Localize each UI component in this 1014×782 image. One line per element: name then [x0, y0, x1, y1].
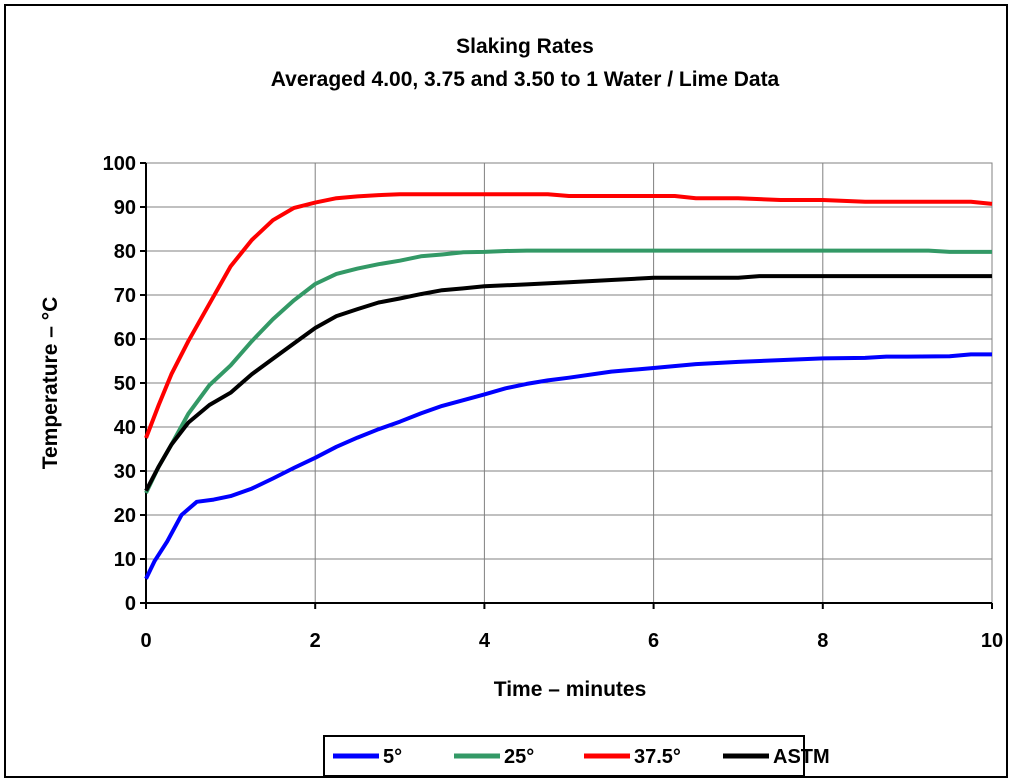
series-line-0	[144, 352, 992, 580]
series-line-1	[144, 248, 992, 494]
x-tick-labels: 0 2 4 6 8 10	[140, 630, 1003, 652]
y-tick-label: 40	[114, 417, 136, 439]
chart-svg: Slaking Rates Averaged 4.00, 3.75 and 3.…	[39, 35, 1003, 776]
x-tick-label: 2	[310, 630, 321, 652]
y-axis-title: Temperature – °C	[39, 297, 62, 470]
axes	[140, 162, 993, 609]
x-axis-title: Time – minutes	[494, 678, 647, 701]
y-tick-label: 10	[114, 549, 136, 571]
y-tick-label: 0	[125, 593, 136, 615]
y-tick-label: 90	[114, 197, 136, 219]
y-tick-label: 100	[103, 153, 136, 175]
series-lines	[144, 192, 993, 580]
legend-label: 25°	[504, 746, 534, 768]
chart-frame: Slaking Rates Averaged 4.00, 3.75 and 3.…	[4, 4, 1008, 778]
y-tick-label: 50	[114, 373, 136, 395]
y-tick-label: 30	[114, 461, 136, 483]
chart-title: Slaking Rates	[456, 35, 594, 58]
legend-label: ASTM	[773, 746, 830, 768]
grid-lines	[146, 162, 993, 603]
y-tick-label: 60	[114, 329, 136, 351]
x-tick-label: 0	[140, 630, 151, 652]
x-tick-label: 10	[981, 630, 1003, 652]
chart-subtitle: Averaged 4.00, 3.75 and 3.50 to 1 Water …	[271, 68, 780, 91]
y-tick-label: 80	[114, 241, 136, 263]
x-tick-label: 4	[479, 630, 491, 652]
y-tick-label: 70	[114, 285, 136, 307]
legend-label: 5°	[383, 746, 402, 768]
y-tick-labels: 0 10 20 30 40 50 60 70 80 90 100	[103, 153, 136, 615]
legend-label: 37.5°	[634, 746, 681, 768]
series-line-2	[144, 192, 993, 439]
legend: 5° 25° 37.5° ASTM	[323, 735, 830, 776]
series-line-3	[144, 274, 992, 492]
x-tick-label: 6	[648, 630, 659, 652]
x-tick-label: 8	[817, 630, 828, 652]
y-tick-label: 20	[114, 505, 136, 527]
